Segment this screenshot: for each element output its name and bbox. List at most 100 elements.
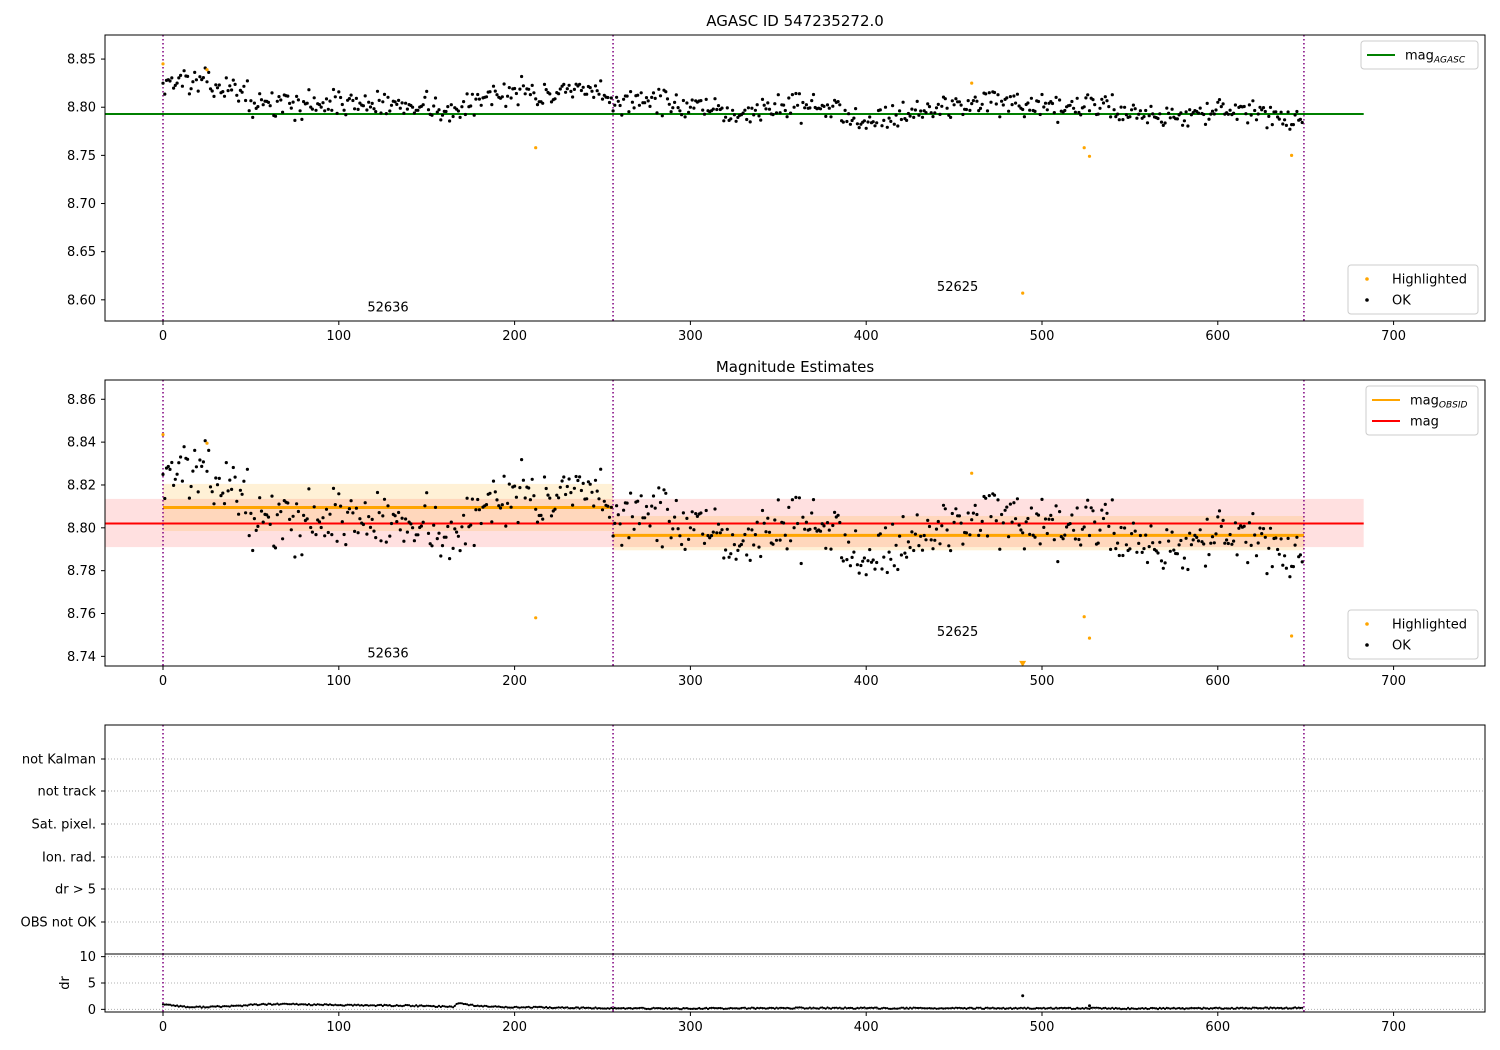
ok-point (936, 102, 940, 106)
ok-point (259, 509, 264, 513)
ok-point (349, 93, 353, 97)
ok-point (1209, 112, 1213, 116)
ok-point (1082, 105, 1086, 109)
dr-point (979, 1006, 982, 1009)
dr-point (771, 1006, 775, 1010)
dr-point (682, 1007, 685, 1010)
ok-point (289, 106, 293, 110)
ok-point (1226, 541, 1230, 546)
ok-point (504, 524, 508, 528)
dr-point (786, 1006, 789, 1009)
dr-point (292, 1002, 295, 1005)
ok-point (984, 496, 988, 500)
dr-point (634, 1007, 638, 1010)
ok-point (887, 116, 891, 120)
dr-point (267, 1002, 270, 1005)
ok-point (230, 487, 234, 491)
ok-point (732, 543, 737, 547)
dr-point (1197, 1006, 1200, 1010)
dr-point (821, 1006, 824, 1009)
ok-point (764, 530, 768, 534)
ok-point (1131, 103, 1135, 107)
ok-point (1202, 542, 1206, 546)
x-tick-label: 100 (326, 329, 351, 344)
ok-point (669, 536, 673, 540)
ok-point (1007, 109, 1011, 113)
ok-point (388, 534, 392, 538)
ok-point (1068, 103, 1072, 107)
ok-point (439, 118, 443, 122)
ok-point (1026, 516, 1030, 521)
dr-point (1014, 1006, 1017, 1010)
dr-point (701, 1007, 704, 1011)
dr-point (982, 1007, 986, 1011)
ok-point (595, 489, 599, 493)
ok-point (1246, 121, 1250, 125)
ok-point (363, 501, 367, 505)
ok-point (254, 528, 258, 533)
dr-point (522, 1006, 525, 1009)
dr-point (1056, 1007, 1059, 1010)
highlighted-point (1082, 146, 1086, 150)
dr-point (1081, 1007, 1084, 1010)
dr-point (376, 1004, 379, 1007)
dr-point (750, 1006, 754, 1009)
ok-point (578, 475, 582, 479)
ok-point (535, 520, 540, 524)
ok-point (484, 503, 489, 507)
ok-point (1149, 524, 1153, 528)
ok-point (344, 113, 348, 117)
ok-point (1005, 505, 1009, 509)
dr-point (814, 1007, 817, 1010)
ok-point (500, 503, 504, 507)
ok-point (1000, 512, 1004, 517)
dr-point (1164, 1007, 1167, 1011)
ok-point (277, 502, 281, 506)
ok-point (502, 82, 506, 86)
obsid-label: 52636 (367, 646, 408, 661)
ok-point (746, 527, 751, 531)
dr-point (444, 1005, 448, 1008)
ok-point (1167, 539, 1171, 543)
ok-point (244, 511, 248, 515)
ok-point (321, 101, 325, 105)
ok-point (1014, 101, 1018, 105)
ok-point (600, 508, 605, 512)
ok-point (702, 541, 707, 546)
ok-point (804, 103, 809, 107)
ok-point (655, 538, 659, 543)
dr-point (954, 1006, 958, 1009)
dr-point (650, 1007, 653, 1010)
dr-point (960, 1007, 963, 1010)
dr-point (641, 1006, 645, 1009)
dr-point (1111, 1006, 1114, 1009)
ok-point (875, 560, 879, 565)
ok-point (405, 530, 409, 534)
dr-point (1032, 1007, 1035, 1010)
ok-point (412, 539, 416, 543)
dr-point (191, 1006, 194, 1009)
dr-point (837, 1007, 840, 1010)
dr-point (627, 1007, 631, 1010)
dr-point (787, 1007, 790, 1010)
ok-point (688, 526, 693, 530)
dr-point (861, 1006, 864, 1010)
ok-point (1281, 122, 1285, 126)
dr-point (369, 1004, 372, 1007)
ok-point (240, 492, 244, 496)
obsid-label: 52625 (937, 625, 978, 640)
ok-point (1047, 517, 1051, 521)
ok-point (416, 533, 420, 537)
dr-point (228, 1005, 231, 1008)
ok-point (400, 516, 404, 520)
ok-point (1267, 114, 1271, 118)
ok-point (920, 548, 925, 552)
ok-point (163, 496, 167, 501)
ok-point (1221, 518, 1225, 523)
x-tick-label: 700 (1381, 1020, 1406, 1035)
ok-point (671, 106, 675, 110)
ok-point (1295, 535, 1299, 539)
ok-point (899, 117, 904, 122)
